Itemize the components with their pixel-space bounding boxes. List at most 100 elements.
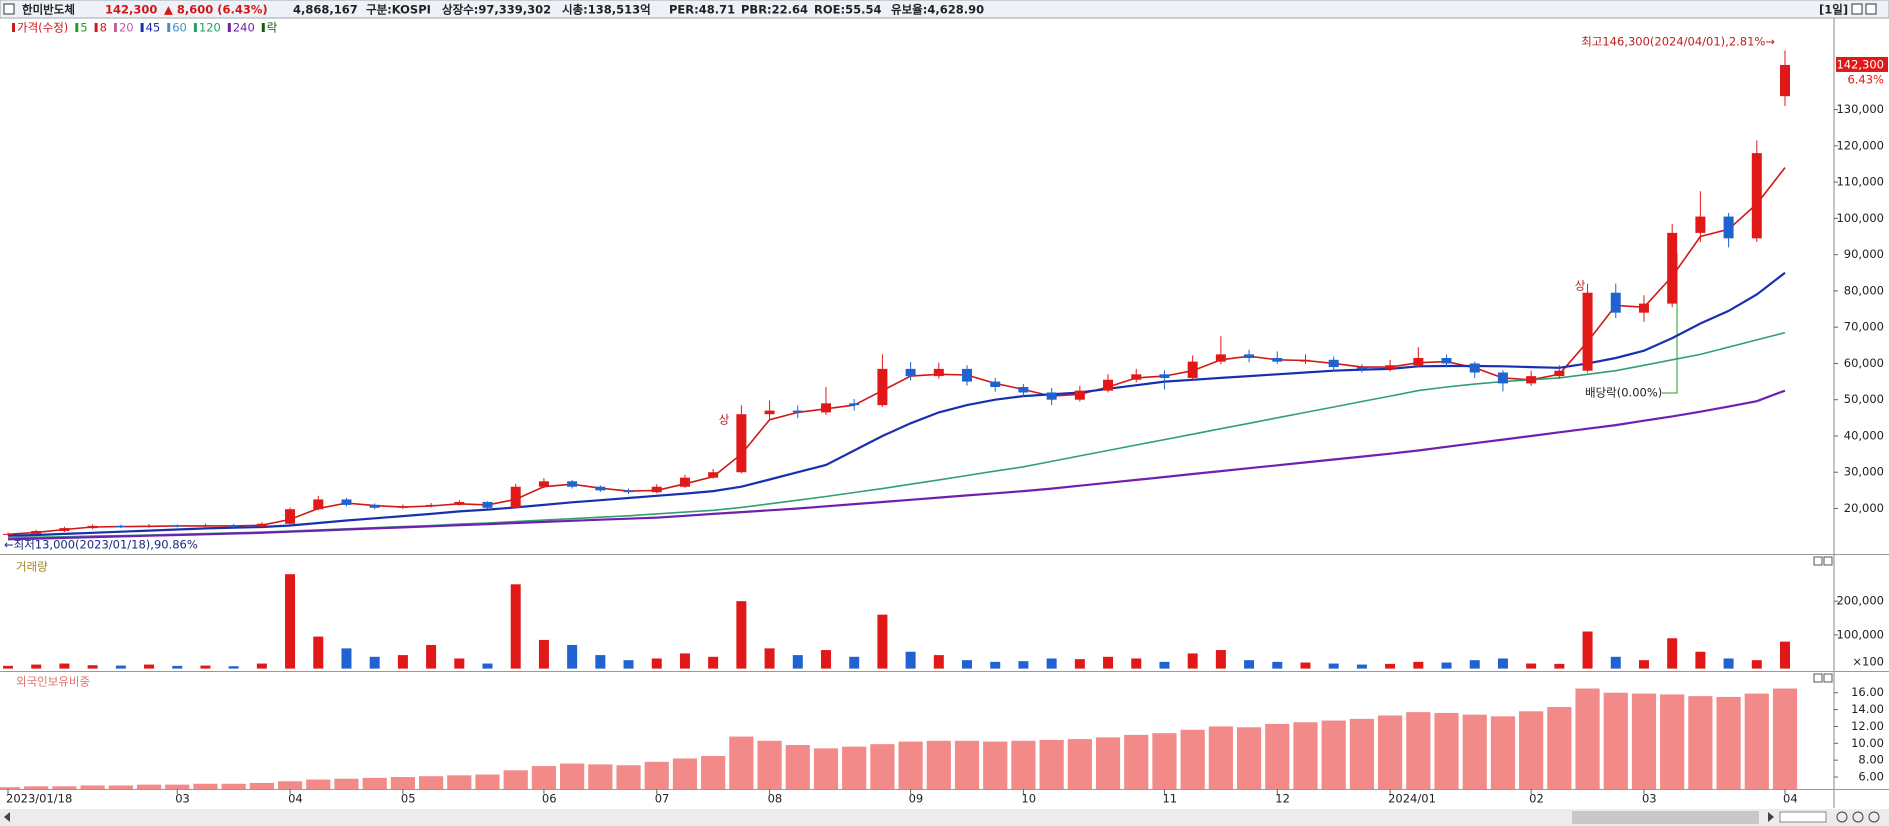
y-tick-label: 14.00 — [1851, 702, 1884, 716]
candle-body — [905, 368, 916, 377]
zoom-slider[interactable] — [1779, 811, 1827, 823]
bar — [1667, 638, 1678, 669]
candle-body — [200, 525, 211, 527]
candle-body — [595, 486, 606, 491]
candle-body — [792, 410, 803, 413]
panel-button[interactable] — [1823, 556, 1833, 566]
x-tick-label: 02 — [1529, 792, 1544, 806]
candle-body — [1272, 357, 1283, 362]
bar — [334, 778, 359, 789]
bar — [277, 781, 303, 789]
bar — [454, 658, 465, 669]
bar — [1660, 694, 1685, 789]
period-button[interactable]: [1일] — [1819, 3, 1848, 17]
bar — [200, 665, 211, 669]
y-tick-label: 30,000 — [1844, 465, 1884, 479]
zoom-in[interactable] — [1852, 811, 1864, 823]
bar — [1124, 734, 1149, 789]
scrollbar[interactable] — [0, 809, 1889, 826]
bar — [1293, 722, 1318, 789]
bar — [426, 644, 437, 669]
scroll-right[interactable] — [1768, 812, 1774, 822]
y-tick-label: 70,000 — [1844, 320, 1884, 334]
bar — [842, 746, 867, 789]
candle-body — [849, 403, 860, 406]
candle-body — [1554, 370, 1565, 377]
bar — [503, 770, 528, 789]
bar — [1603, 692, 1628, 789]
bar — [792, 655, 803, 669]
unit-label: ×100 — [1852, 655, 1884, 669]
x-tick-label: 06 — [542, 792, 557, 806]
zoom-out[interactable] — [1836, 811, 1848, 823]
bar — [1547, 707, 1572, 789]
panel-button[interactable] — [1823, 673, 1833, 683]
bar — [1321, 720, 1346, 789]
bar — [962, 660, 973, 669]
y-tick-label: 16.00 — [1851, 685, 1884, 699]
candle-body — [1046, 392, 1057, 400]
candle-body — [1385, 365, 1396, 369]
panel-button[interactable] — [1813, 556, 1823, 566]
bar — [1744, 693, 1769, 789]
x-tick-label: 03 — [175, 792, 190, 806]
bar — [144, 664, 155, 669]
candle-body — [87, 525, 98, 529]
bar — [813, 748, 839, 789]
bar — [736, 601, 747, 669]
legend-item: 60 — [172, 21, 187, 35]
bar — [1772, 688, 1798, 789]
candle-body — [651, 486, 662, 493]
legend-marker — [167, 23, 171, 32]
panel-button[interactable] — [1813, 673, 1823, 683]
bar — [1152, 733, 1177, 789]
scroll-left[interactable] — [4, 812, 10, 822]
candle-body — [369, 504, 380, 508]
legend-item: 20 — [119, 21, 134, 35]
bar — [1039, 739, 1064, 789]
y-tick-label: 120,000 — [1836, 138, 1884, 152]
foreign-title: 외국인보유비중 — [16, 675, 90, 689]
bar — [1751, 660, 1762, 669]
bar — [397, 655, 408, 669]
bar — [560, 763, 585, 789]
bar — [482, 663, 493, 669]
y-tick-label: 130,000 — [1836, 102, 1884, 116]
bar — [1018, 661, 1029, 669]
minimize-button[interactable] — [1851, 3, 1863, 15]
x-tick-label: 2023/01/18 — [6, 792, 72, 806]
legend-marker — [75, 23, 79, 32]
price: 142,300 — [105, 3, 157, 17]
bar — [31, 664, 42, 669]
candle-body — [285, 509, 296, 524]
x-tick-label: 09 — [909, 792, 924, 806]
bar — [588, 764, 613, 789]
header-icon[interactable] — [3, 3, 15, 15]
candle-body — [990, 381, 1001, 388]
bar — [172, 665, 183, 669]
bar — [313, 636, 324, 669]
bar — [285, 574, 296, 669]
x-tick-label: 04 — [1783, 792, 1798, 806]
bar — [1519, 711, 1544, 789]
x-tick-label: 03 — [1642, 792, 1657, 806]
candle-body — [3, 533, 13, 535]
candle-body — [341, 499, 352, 505]
scroll-thumb[interactable] — [1572, 811, 1759, 824]
header-bar — [0, 0, 1889, 19]
candle-body — [1497, 372, 1508, 384]
legend-item: 45 — [146, 21, 161, 35]
candle-body — [1356, 367, 1367, 369]
bar — [623, 660, 634, 669]
close-button[interactable] — [1865, 3, 1877, 15]
candle-body — [1018, 387, 1029, 393]
volume: 4,868,167 — [293, 3, 358, 17]
bar — [1554, 663, 1565, 669]
bar — [1215, 650, 1226, 669]
legend-marker — [261, 23, 265, 32]
zoom-reset[interactable] — [1868, 811, 1880, 823]
bar — [418, 776, 444, 789]
last-price-label: 142,300 — [1836, 57, 1884, 71]
bar — [1780, 641, 1790, 669]
